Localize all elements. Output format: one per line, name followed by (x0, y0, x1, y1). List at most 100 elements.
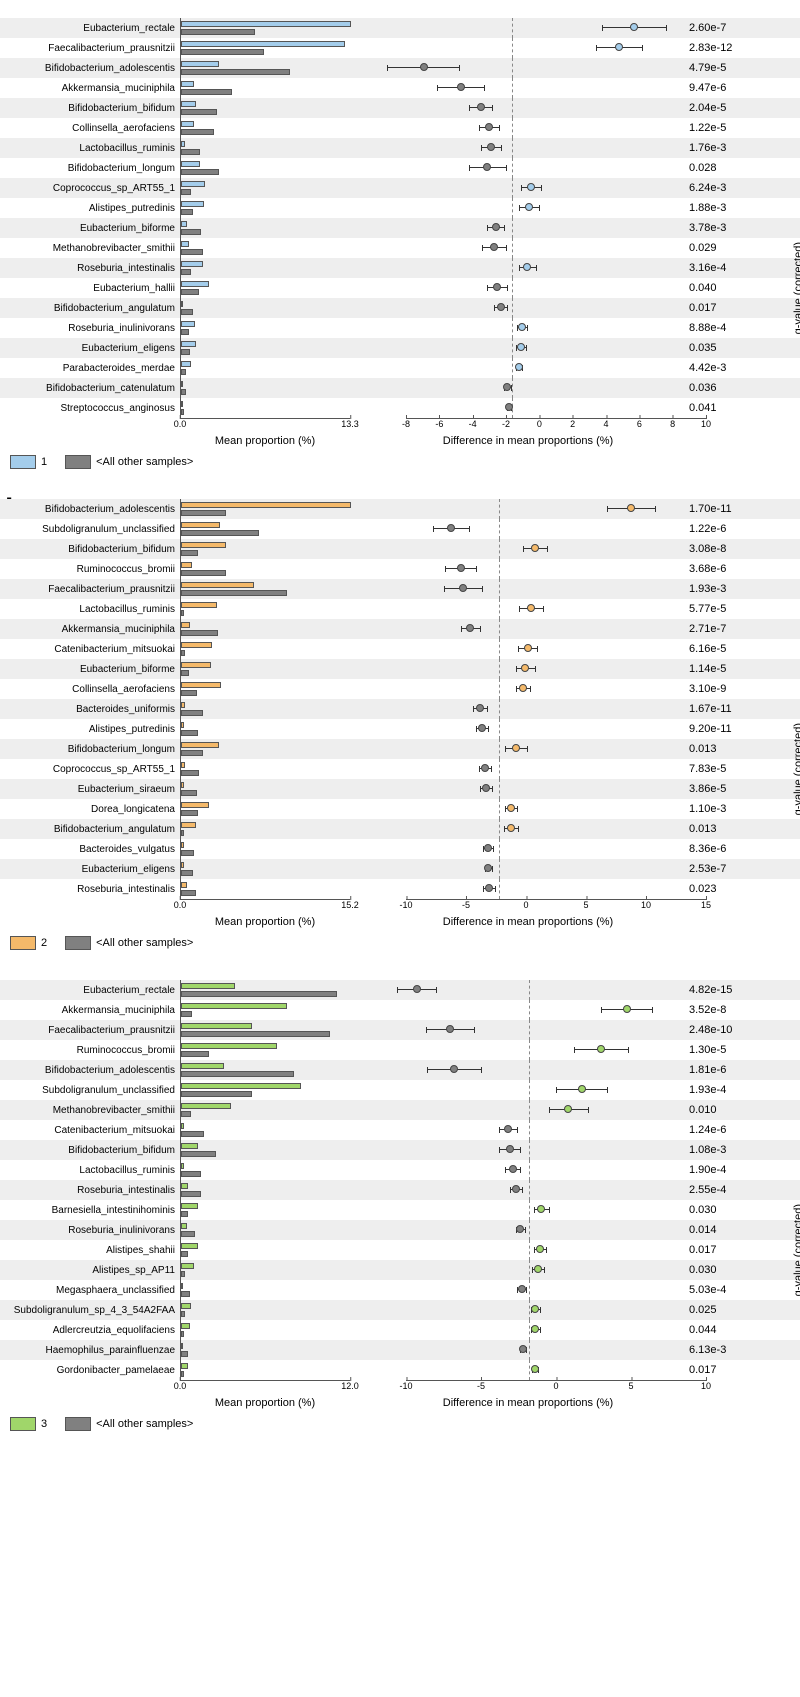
ci-area (379, 559, 679, 579)
group-bar (181, 1203, 198, 1209)
other-bar (181, 630, 218, 636)
ci-area (379, 78, 679, 98)
group-bar (181, 1243, 198, 1249)
ci-point (523, 263, 531, 271)
legend: 1<All other samples> (10, 455, 800, 469)
q-value: 1.10e-3 (679, 803, 769, 815)
data-row: Collinsella_aerofaciens1.22e-5 (0, 118, 800, 138)
species-label: Barnesiella_intestinihominis (0, 1205, 180, 1216)
group-bar (181, 702, 185, 708)
ci-point (476, 704, 484, 712)
q-value: 8.36e-6 (679, 843, 769, 855)
group-bar (181, 361, 191, 367)
ci-point (564, 1105, 572, 1113)
ci-area (379, 398, 679, 418)
data-row: Bacteroides_uniformis1.67e-11 (0, 699, 800, 719)
ci-area (379, 158, 679, 178)
bar-area (180, 338, 351, 358)
group-bar (181, 1363, 188, 1369)
group-bar (181, 622, 190, 628)
bar-area (180, 298, 351, 318)
q-value: 0.010 (679, 1104, 769, 1116)
q-value: 1.67e-11 (679, 703, 769, 715)
group-bar (181, 41, 345, 47)
q-value: 0.017 (679, 1364, 769, 1376)
species-label: Catenibacterium_mitsuokai (0, 644, 180, 655)
bar-area (180, 138, 351, 158)
other-bar (181, 389, 186, 395)
q-value: 1.93e-3 (679, 583, 769, 595)
data-row: Methanobrevibacter_smithii0.010 (0, 1100, 800, 1120)
q-value: 1.81e-6 (679, 1064, 769, 1076)
other-bar (181, 610, 184, 616)
x-axis-label-bar: Mean proportion (%) (180, 435, 350, 447)
bar-area (180, 1120, 351, 1140)
bar-area (180, 1180, 351, 1200)
group-bar (181, 1143, 198, 1149)
bar-area (180, 238, 351, 258)
ci-point (420, 63, 428, 71)
group-bar (181, 1263, 194, 1269)
ci-point (519, 684, 527, 692)
other-bar (181, 1211, 188, 1217)
q-value: 0.023 (679, 883, 769, 895)
other-bar (181, 570, 226, 576)
data-row: Alistipes_putredinis1.88e-3 (0, 198, 800, 218)
q-value: 1.90e-4 (679, 1164, 769, 1176)
group-bar (181, 662, 211, 668)
group-bar (181, 1223, 187, 1229)
q-value: 7.83e-5 (679, 763, 769, 775)
species-label: Eubacterium_biforme (0, 223, 180, 234)
ci-point (512, 744, 520, 752)
species-label: Roseburia_inulinivorans (0, 323, 180, 334)
species-label: Lactobacillus_ruminis (0, 604, 180, 615)
ci-area (379, 759, 679, 779)
bar-area (180, 679, 351, 699)
ci-area (379, 118, 679, 138)
ci-area (379, 178, 679, 198)
legend-swatch-other (65, 1417, 91, 1431)
y-axis-label: q-value (corrected) (792, 1204, 800, 1296)
legend-label-group: 2 (41, 937, 47, 949)
group-bar (181, 722, 184, 728)
x-axis-label-ci: Difference in mean proportions (%) (378, 916, 678, 928)
data-row: Faecalibacterium_prausnitzii1.93e-3 (0, 579, 800, 599)
bar-area (180, 599, 351, 619)
ci-point (507, 824, 515, 832)
data-row: Catenibacterium_mitsuokai1.24e-6 (0, 1120, 800, 1140)
group-bar (181, 161, 200, 167)
ci-area (379, 519, 679, 539)
ci-area (379, 719, 679, 739)
panel-a: a95% confidence intervalsEubacterium_rec… (0, 18, 800, 469)
q-value: 0.036 (679, 382, 769, 394)
group-bar (181, 241, 189, 247)
other-bar (181, 189, 191, 195)
ci-point (597, 1045, 605, 1053)
group-bar (181, 522, 220, 528)
ci-point (504, 1125, 512, 1133)
bar-area (180, 1260, 351, 1280)
ci-area (379, 1080, 679, 1100)
legend: 3<All other samples> (10, 1417, 800, 1431)
ci-area (379, 138, 679, 158)
other-bar (181, 1151, 216, 1157)
group-bar (181, 502, 351, 508)
q-value: 0.025 (679, 1304, 769, 1316)
bar-area (180, 1220, 351, 1240)
other-bar (181, 550, 198, 556)
bar-area (180, 579, 351, 599)
group-bar (181, 401, 183, 407)
species-label: Coprococcus_sp_ART55_1 (0, 183, 180, 194)
other-bar (181, 109, 217, 115)
bar-area (180, 879, 351, 899)
data-row: Dorea_longicatena1.10e-3 (0, 799, 800, 819)
bar-area (180, 198, 351, 218)
bar-area (180, 398, 351, 418)
other-bar (181, 530, 259, 536)
q-value: 1.30e-5 (679, 1044, 769, 1056)
data-row: Subdoligranulum_unclassified1.93e-4 (0, 1080, 800, 1100)
species-label: Eubacterium_hallii (0, 283, 180, 294)
y-axis-label: q-value (corrected) (792, 242, 800, 334)
data-row: Streptococcus_anginosus0.041 (0, 398, 800, 418)
species-label: Akkermansia_muciniphila (0, 624, 180, 635)
